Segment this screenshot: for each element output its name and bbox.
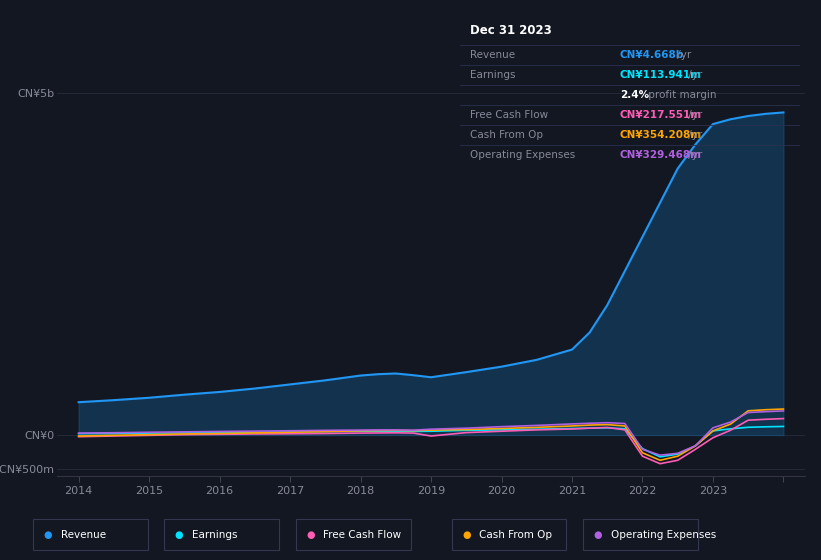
Text: Free Cash Flow: Free Cash Flow <box>470 110 548 120</box>
Text: Revenue: Revenue <box>61 530 106 540</box>
Text: ●: ● <box>594 530 602 540</box>
Text: /yr: /yr <box>685 150 702 160</box>
Text: Cash From Op: Cash From Op <box>479 530 553 540</box>
Text: /yr: /yr <box>685 70 702 80</box>
Text: CN¥354.208m: CN¥354.208m <box>620 130 702 140</box>
Text: Earnings: Earnings <box>192 530 237 540</box>
Text: /yr: /yr <box>673 50 690 60</box>
Text: 2.4%: 2.4% <box>620 90 649 100</box>
Text: CN¥329.468m: CN¥329.468m <box>620 150 702 160</box>
Text: Dec 31 2023: Dec 31 2023 <box>470 24 552 37</box>
Text: ●: ● <box>306 530 314 540</box>
Text: Cash From Op: Cash From Op <box>470 130 544 140</box>
Text: CN¥4.668b: CN¥4.668b <box>620 50 684 60</box>
Text: /yr: /yr <box>685 110 702 120</box>
Text: ●: ● <box>175 530 183 540</box>
Text: Operating Expenses: Operating Expenses <box>470 150 576 160</box>
Text: ●: ● <box>44 530 52 540</box>
Text: /yr: /yr <box>685 130 702 140</box>
Text: Free Cash Flow: Free Cash Flow <box>323 530 401 540</box>
Text: Revenue: Revenue <box>470 50 516 60</box>
Text: Earnings: Earnings <box>470 70 516 80</box>
Text: ●: ● <box>462 530 470 540</box>
Text: Operating Expenses: Operating Expenses <box>611 530 716 540</box>
Text: profit margin: profit margin <box>644 90 716 100</box>
Text: CN¥217.551m: CN¥217.551m <box>620 110 702 120</box>
Text: CN¥113.941m: CN¥113.941m <box>620 70 702 80</box>
